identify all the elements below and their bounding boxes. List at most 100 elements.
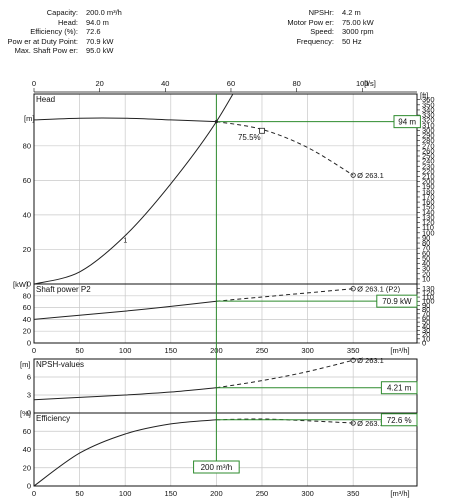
panel-title: Head [36, 95, 55, 104]
y-tick-label: 80 [23, 141, 31, 150]
duty-point-marker [214, 120, 218, 124]
y2-tick-label: 150 [422, 203, 435, 212]
y-tick-label: 20 [23, 245, 31, 254]
x-tick-label: 200 [210, 489, 223, 498]
y2-tick-label: 100 [422, 228, 435, 237]
y2-tick-label: 170 [422, 192, 435, 201]
top-axis-label: 100 [356, 79, 369, 88]
spec-right-value: 75.00 kW [342, 17, 374, 27]
spec-left-value: 95.0 kW [86, 46, 114, 55]
y2-tick-label: 130 [422, 213, 435, 222]
y2-axis-unit: [ft] [420, 91, 428, 100]
y-axis-unit: [m] [20, 360, 30, 369]
y-tick-label: 20 [23, 327, 31, 336]
x-tick-label: 50 [75, 489, 83, 498]
spec-left-label: Efficiency (%): [30, 27, 78, 36]
y2-tick-label: 200 [422, 177, 435, 186]
spec-right-label: Speed: [310, 27, 334, 36]
spec-left-label: Pow er at Duty Point: [7, 36, 78, 46]
y2-tick-label: 60 [422, 313, 430, 322]
y2-tick-label: 120 [422, 288, 435, 297]
system-curve [34, 94, 234, 284]
y2-tick-label: 20 [422, 330, 430, 339]
curve-end-marker [350, 420, 356, 426]
x-tick-label: 100 [119, 346, 132, 355]
y2-tick-label: 180 [422, 187, 435, 196]
y2-tick-label: 360 [422, 95, 435, 104]
x-tick-label: 250 [256, 489, 269, 498]
curve-solid [34, 387, 217, 401]
duty-value-box [380, 381, 418, 395]
y2-tick-label: 160 [422, 198, 435, 207]
y-tick-label: 0 [27, 280, 31, 289]
x-axis-unit: [m³/h] [390, 346, 409, 355]
y-tick-label: 0 [27, 482, 31, 491]
y2-tick-label: 260 [422, 146, 435, 155]
top-axis-label: 80 [292, 79, 300, 88]
curve-solid [34, 419, 217, 486]
y2-tick-label: 80 [422, 239, 430, 248]
duty-value-label: 72.6 % [387, 416, 412, 425]
y2-tick-label: 50 [422, 318, 430, 327]
curve-end-marker [350, 357, 356, 363]
spec-left-value: 70.9 kW [86, 36, 114, 46]
y-axis-unit: [%] [20, 409, 31, 418]
y-tick-label: 3 [27, 391, 31, 400]
y2-tick-label: 290 [422, 131, 435, 140]
duty-value-box [393, 115, 421, 129]
curve-solid [34, 117, 217, 123]
spec-right-row: Motor Pow er: 75.00 kW [268, 17, 374, 28]
curve-dashed [216, 121, 354, 176]
spec-right-label: Frequency: [296, 36, 334, 46]
y-tick-label: 20 [23, 463, 31, 472]
x-tick-label: 100 [119, 489, 132, 498]
curve-end-label: Ø 263.1 (P2) [357, 285, 400, 294]
y2-tick-label: 30 [422, 326, 430, 335]
curve-end-label: Ø 263.1 [357, 419, 384, 428]
y2-tick-label: 90 [422, 233, 430, 242]
x-tick-label: 350 [347, 489, 360, 498]
y-axis-unit: [kW] [13, 280, 28, 289]
curve-solid [34, 300, 217, 320]
spec-left-label: Capacity: [46, 8, 78, 17]
x-tick-label: 0 [32, 489, 36, 498]
y2-tick-label: 50 [422, 254, 430, 263]
y-tick-label: 6 [27, 373, 31, 382]
efficiency-point-label: 75.5% [238, 133, 261, 142]
spec-left-value: 94.0 m [86, 17, 109, 27]
y2-tick-label: 300 [422, 126, 435, 135]
y2-tick-label: 10 [422, 334, 430, 343]
panel-title: NPSH-values [36, 360, 84, 369]
y2-tick-label: 230 [422, 162, 435, 171]
y2-tick-label: 80 [422, 305, 430, 314]
curve-end-label: Ø 263.1 [357, 356, 384, 365]
top-axis-label: 60 [227, 79, 235, 88]
y2-tick-label: 340 [422, 105, 435, 114]
spec-right-label: NPSHr: [308, 8, 334, 17]
y-tick-label: 40 [23, 210, 31, 219]
y-axis-unit: [m] [24, 114, 34, 123]
y2-tick-label: 60 [422, 249, 430, 258]
x-tick-label: 350 [347, 346, 360, 355]
duty-value-label: 4.21 m [387, 384, 412, 393]
y2-tick-label: 320 [422, 116, 435, 125]
curve-end-marker [350, 286, 356, 292]
spec-left-label: Max. Shaft Pow er: [14, 46, 78, 55]
spec-left-row: Pow er at Duty Point: 70.9 kW [0, 37, 122, 47]
panel-frame [33, 412, 418, 487]
duty-value-label: 70.9 kW [382, 297, 412, 306]
y2-tick-label: 350 [422, 100, 435, 109]
top-axis-unit: [l/s] [364, 79, 376, 88]
y2-tick-label: 210 [422, 172, 435, 181]
y2-tick-label: 110 [422, 293, 434, 302]
y-tick-label: 80 [23, 291, 31, 300]
spec-right-row: Speed: 3000 rpm [268, 27, 373, 37]
y2-tick-label: 40 [422, 259, 430, 268]
y-tick-label: 40 [23, 315, 31, 324]
duty-value-box [376, 294, 418, 308]
top-axis-label: 20 [95, 79, 103, 88]
y2-tick-label: 270 [422, 141, 435, 150]
curve-dashed [216, 359, 354, 389]
spec-left-row: Head: 94.0 m [0, 18, 122, 28]
y2-tick-label: 220 [422, 167, 435, 176]
